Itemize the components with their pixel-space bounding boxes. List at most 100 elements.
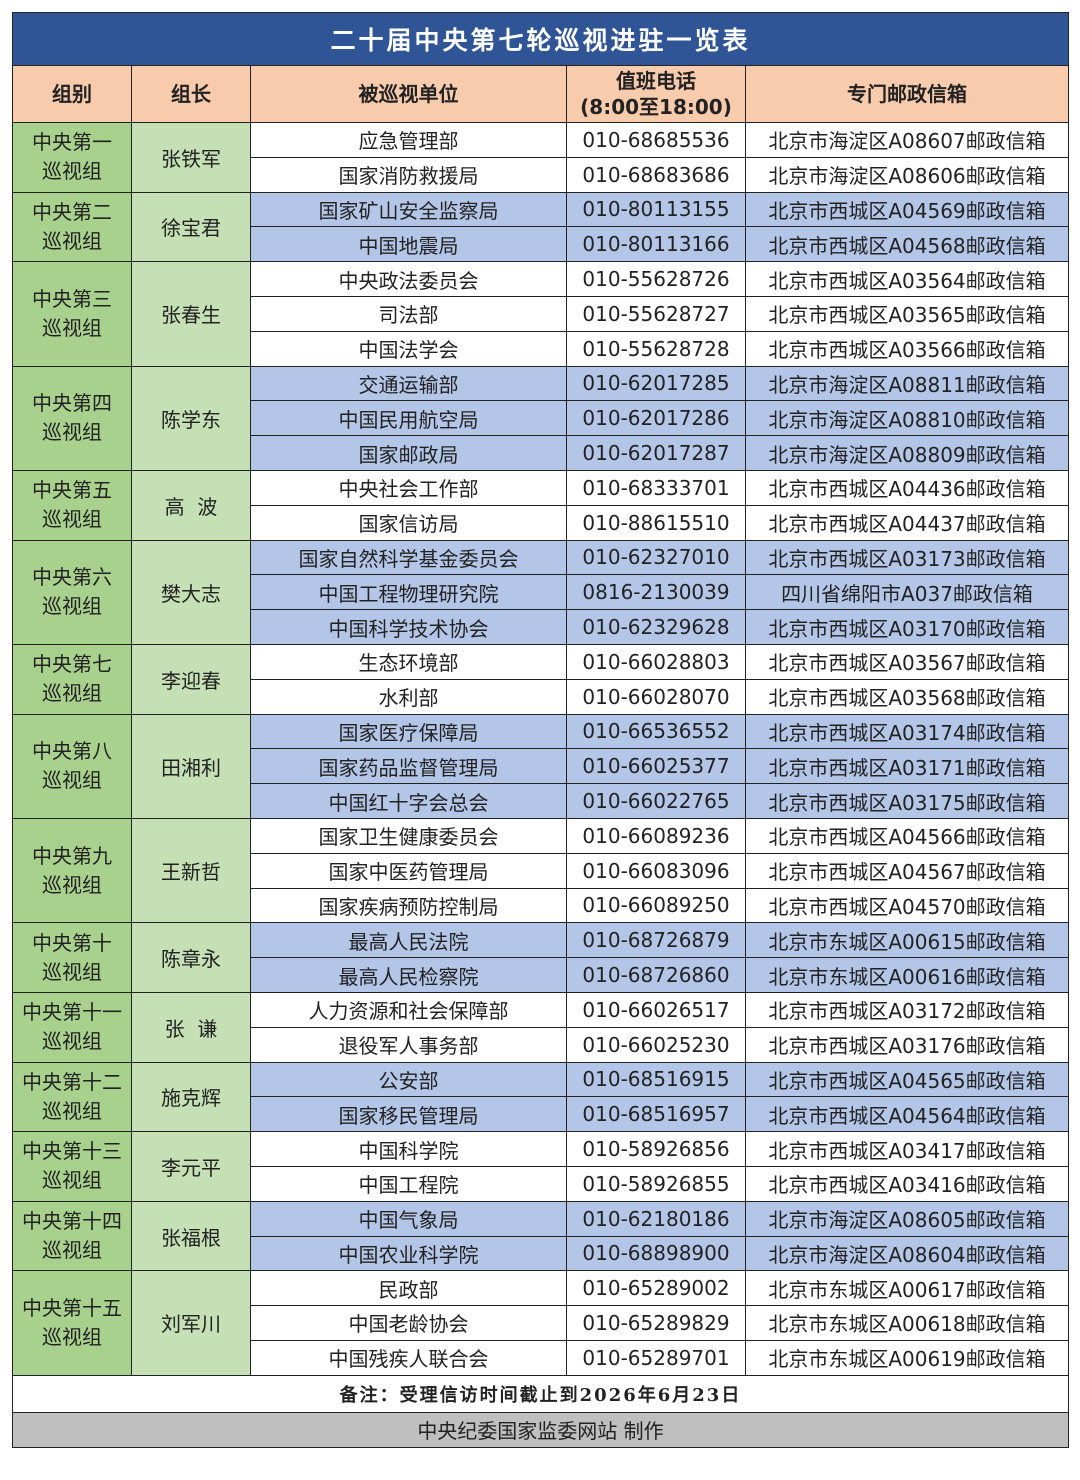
note: 备注：受理信访时间截止到2026年6月23日 (12, 1374, 1069, 1413)
group-name-line2: 巡视组 (42, 228, 102, 253)
table-row: 中国地震局 010-80113166 北京市西城区A04568邮政信箱 (13, 226, 1069, 263)
mailbox: 北京市海淀区A08606邮政信箱 (745, 156, 1069, 193)
table-row: 中国工程物理研究院 0816-2130039 四川省绵阳市A037邮政信箱 (13, 574, 1069, 611)
mailbox: 北京市西城区A04569邮政信箱 (745, 191, 1069, 228)
group-name-line1: 中央第八 (32, 739, 112, 764)
group-name: 中央第一 巡视组 (12, 122, 132, 193)
table-row: 中央第八 巡视组 田湘利 国家医疗保障局 010-66536552 北京市西城区A0317… (12, 713, 1069, 819)
table-row: 中央第十五 巡视组 刘军川 民政部 010-65289002 北京市东城区A00617邮政… (12, 1270, 1069, 1376)
duty-phone: 010-68516915 (566, 1061, 746, 1098)
group-name-line2: 巡视组 (42, 872, 102, 897)
table-row: 国家邮政局 010-62017287 北京市海淀区A08809邮政信箱 (13, 435, 1069, 471)
group-name-line2: 巡视组 (42, 1029, 102, 1054)
unit-name: 民政部 (250, 1270, 567, 1307)
unit-name: 国家移民管理局 (250, 1096, 567, 1133)
unit-name: 国家信访局 (250, 504, 567, 541)
inspection-table: 二十届中央第七轮巡视进驻一览表 组别 组长 被巡视单位 值班电话 (8:00至18… (12, 12, 1069, 1448)
table-row: 国家消防救援局 010-68683686 北京市海淀区A08606邮政信箱 (13, 156, 1069, 193)
group-name-line1: 中央第十三 (22, 1139, 122, 1164)
mailbox: 北京市西城区A03172邮政信箱 (745, 991, 1069, 1028)
mailbox: 北京市海淀区A08607邮政信箱 (745, 122, 1069, 158)
unit-name: 国家消防救援局 (250, 156, 567, 193)
group-name-line2: 巡视组 (42, 420, 102, 445)
duty-phone: 010-66028803 (566, 643, 746, 680)
mailbox: 北京市西城区A03568邮政信箱 (745, 678, 1069, 715)
group-name-line2: 巡视组 (42, 681, 102, 706)
table-row: 国家移民管理局 010-68516957 北京市西城区A04564邮政信箱 (13, 1096, 1069, 1133)
duty-phone: 010-65289701 (566, 1339, 746, 1376)
group-name-line1: 中央第五 (32, 478, 112, 503)
duty-phone: 010-62180186 (566, 1200, 746, 1237)
mailbox: 北京市西城区A04565邮政信箱 (745, 1061, 1069, 1098)
group-name: 中央第九 巡视组 (12, 817, 132, 924)
group-name-line2: 巡视组 (42, 315, 102, 340)
header-phone-hours: (8:00至18:00) (580, 95, 732, 119)
duty-phone: 010-68726860 (566, 957, 746, 993)
table-row: 中国科学技术协会 010-62329628 北京市西城区A03170邮政信箱 (13, 609, 1069, 645)
mailbox: 北京市海淀区A08811邮政信箱 (745, 365, 1069, 402)
table-row: 中国老龄协会 010-65289829 北京市东城区A00618邮政信箱 (13, 1305, 1069, 1341)
duty-phone: 010-62017286 (566, 400, 746, 437)
mailbox: 北京市东城区A00618邮政信箱 (745, 1305, 1069, 1341)
group-name: 中央第二 巡视组 (12, 191, 132, 263)
duty-phone: 010-66025230 (566, 1026, 746, 1063)
table-row: 最高人民检察院 010-68726860 北京市东城区A00616邮政信箱 (13, 957, 1069, 993)
table-row: 中央第十四 巡视组 张福根 中国气象局 010-62180186 北京市海淀区A08605… (12, 1200, 1069, 1272)
group-leader: 陈学东 (131, 365, 251, 471)
group-name: 中央第六 巡视组 (12, 539, 132, 645)
group-name: 中央第七 巡视组 (12, 643, 132, 715)
mailbox: 北京市西城区A03416邮政信箱 (745, 1165, 1069, 1202)
group-name-line1: 中央第十四 (22, 1209, 122, 1233)
group-name: 中央第十五 巡视组 (12, 1270, 132, 1376)
table-row: 中国农业科学院 010-68898900 北京市海淀区A08604邮政信箱 (13, 1235, 1069, 1272)
table-row: 中国民用航空局 010-62017286 北京市海淀区A08810邮政信箱 (13, 400, 1069, 437)
group-leader: 李元平 (131, 1131, 251, 1202)
group-name-line2: 巡视组 (42, 159, 102, 184)
mailbox: 北京市西城区A03171邮政信箱 (745, 748, 1069, 785)
group-leader: 张铁军 (131, 122, 251, 193)
mailbox: 北京市西城区A04566邮政信箱 (745, 817, 1069, 854)
group-name: 中央第八 巡视组 (12, 713, 132, 819)
table-row: 中国法学会 010-55628728 北京市西城区A03566邮政信箱 (13, 330, 1069, 367)
group-leader: 张福根 (131, 1200, 251, 1272)
unit-name: 中国气象局 (250, 1200, 567, 1237)
group-name-line2: 巡视组 (42, 594, 102, 619)
duty-phone: 010-88615510 (566, 504, 746, 541)
group-name-line2: 巡视组 (42, 1098, 102, 1123)
table-row: 中央第五 巡视组高 波中央社会工作部 010-68333701 北京市西城区A0443… (12, 469, 1069, 541)
duty-phone: 010-66089250 (566, 887, 746, 924)
table-row: 司法部 010-55628727 北京市西城区A03565邮政信箱 (13, 295, 1069, 332)
group-name-line2: 巡视组 (42, 959, 102, 984)
group-name-line2: 巡视组 (42, 768, 102, 793)
unit-name: 中国科学院 (250, 1131, 567, 1167)
mailbox: 北京市西城区A03170邮政信箱 (745, 609, 1069, 645)
mailbox: 北京市海淀区A08810邮政信箱 (745, 400, 1069, 437)
unit-name: 国家邮政局 (250, 435, 567, 471)
mailbox: 北京市西城区A04570邮政信箱 (745, 887, 1069, 924)
unit-name: 生态环境部 (250, 643, 567, 680)
unit-name: 国家疾病预防控制局 (250, 887, 567, 924)
unit-name: 中国老龄协会 (250, 1305, 567, 1341)
mailbox: 北京市海淀区A08605邮政信箱 (745, 1200, 1069, 1237)
group-leader: 王新哲 (131, 817, 251, 924)
duty-phone: 010-62017285 (566, 365, 746, 402)
duty-phone: 010-66089236 (566, 817, 746, 854)
mailbox: 北京市西城区A03175邮政信箱 (745, 783, 1069, 819)
table-row: 国家疾病预防控制局 010-66089250 北京市西城区A04570邮政信箱 (13, 887, 1069, 924)
mailbox: 北京市西城区A04564邮政信箱 (745, 1096, 1069, 1133)
group-name: 中央第十三 巡视组 (12, 1131, 132, 1202)
group-name-line1: 中央第六 (32, 565, 112, 590)
group-name: 中央第十一 巡视组 (12, 991, 132, 1063)
duty-phone: 010-68333701 (566, 469, 746, 506)
duty-phone: 010-55628726 (566, 261, 746, 297)
table-row: 中央第二 巡视组 徐宝君 国家矿山安全监察局 010-80113155 北京市西城区A04… (12, 191, 1069, 263)
unit-name: 中国地震局 (250, 226, 567, 263)
unit-name: 国家自然科学基金委员会 (250, 539, 567, 576)
duty-phone: 010-58926856 (566, 1131, 746, 1167)
unit-name: 国家中医药管理局 (250, 852, 567, 889)
unit-name: 中国农业科学院 (250, 1235, 567, 1272)
duty-phone: 010-65289829 (566, 1305, 746, 1341)
table-row: 国家药品监督管理局 010-66025377 北京市西城区A03171邮政信箱 (13, 748, 1069, 785)
group-name: 中央第四 巡视组 (12, 365, 132, 471)
duty-phone: 010-66083096 (566, 852, 746, 889)
